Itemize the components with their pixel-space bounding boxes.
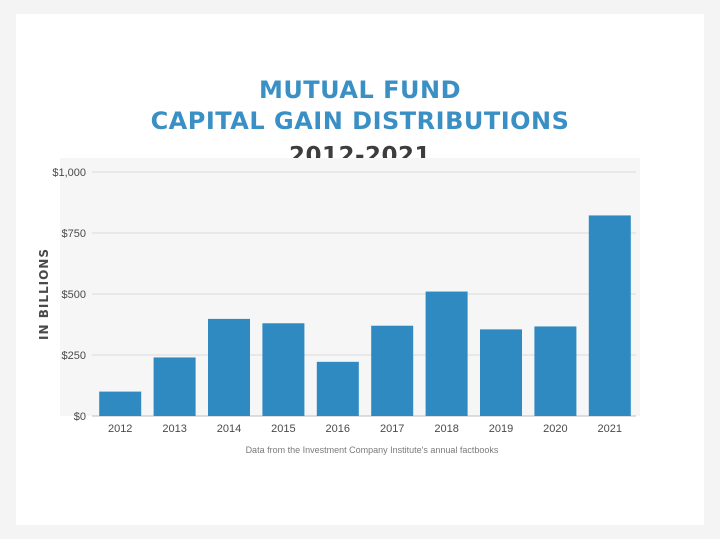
x-tick-labels: 2012 2013 2014 2015 2016 2017 2018 2019 2020 2021 bbox=[108, 423, 622, 435]
bar-2014 bbox=[208, 318, 250, 416]
x-tick-label: 2017 bbox=[380, 423, 404, 435]
chart-title-line-1: MUTUAL FUND bbox=[258, 76, 462, 104]
bar-2013 bbox=[153, 357, 196, 416]
bar-2020 bbox=[534, 326, 577, 416]
x-tick-label: 2021 bbox=[598, 423, 622, 435]
x-tick-label: 2014 bbox=[217, 423, 241, 435]
y-tick-label: $500 bbox=[62, 289, 86, 301]
chart-title-line-2: CAPITAL GAIN DISTRIBUTIONS bbox=[150, 107, 570, 135]
y-tick-label: $0 bbox=[74, 411, 86, 423]
y-tick-label: $1,000 bbox=[52, 167, 86, 179]
x-tick-label: 2012 bbox=[108, 423, 132, 435]
y-tick-label: $250 bbox=[62, 350, 86, 362]
bar-2021 bbox=[588, 215, 631, 416]
bar-2015 bbox=[262, 323, 305, 416]
y-axis-label: IN BILLIONS bbox=[37, 248, 51, 340]
x-tick-label: 2018 bbox=[434, 423, 458, 435]
bars bbox=[99, 215, 631, 416]
bar-2012 bbox=[99, 391, 142, 416]
bar-2019 bbox=[480, 329, 522, 416]
bar-2017 bbox=[371, 325, 414, 416]
x-tick-label: 2020 bbox=[543, 423, 567, 435]
x-tick-label: 2013 bbox=[162, 423, 186, 435]
x-tick-label: 2019 bbox=[489, 423, 513, 435]
bar-2016 bbox=[316, 361, 359, 416]
source-note: Data from the Investment Company Institu… bbox=[246, 445, 499, 455]
x-tick-label: 2016 bbox=[326, 423, 350, 435]
x-tick-label: 2015 bbox=[271, 423, 295, 435]
y-tick-labels: $0 $250 $500 $750 $1,000 bbox=[52, 167, 86, 423]
y-tick-label: $750 bbox=[62, 228, 86, 240]
bar-2018 bbox=[425, 291, 468, 416]
